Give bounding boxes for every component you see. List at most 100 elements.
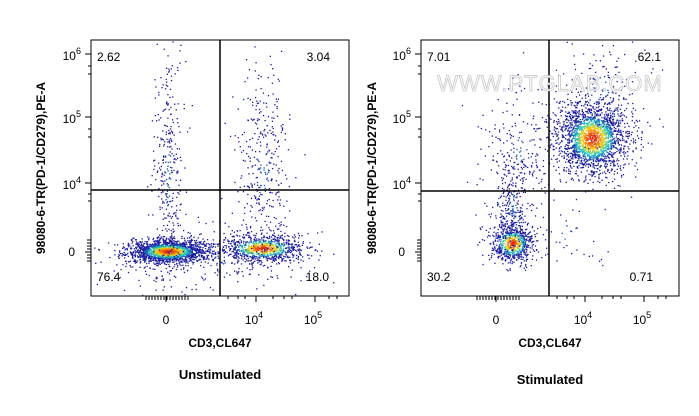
event-dot [592, 164, 594, 166]
event-dot [184, 254, 187, 256]
event-dot [249, 246, 251, 248]
event-dot [117, 256, 119, 258]
event-dot [152, 214, 154, 216]
event-dot [564, 145, 566, 147]
event-dot [186, 243, 188, 245]
event-dot [607, 127, 609, 129]
event-dot [234, 181, 236, 184]
event-dot [163, 257, 165, 259]
event-dot [191, 248, 193, 250]
event-dot [596, 148, 598, 150]
event-dot [132, 237, 134, 239]
event-dot [602, 147, 604, 149]
event-dot [266, 232, 268, 234]
event-dot [172, 250, 174, 252]
event-dot [611, 168, 613, 171]
event-dot [583, 116, 585, 119]
event-dot [261, 239, 263, 241]
event-dot [606, 120, 609, 123]
event-dot [574, 145, 576, 147]
event-dot [250, 252, 252, 254]
event-dot [175, 241, 177, 243]
event-dot [172, 121, 175, 124]
event-dot [135, 248, 138, 250]
event-dot [611, 144, 613, 147]
event-dot [189, 257, 191, 260]
event-dot [247, 193, 249, 196]
event-dot [580, 157, 582, 159]
event-dot [180, 250, 182, 252]
event-dot [152, 150, 155, 152]
event-dot [170, 106, 172, 109]
event-dot [540, 139, 542, 141]
event-dot [629, 143, 631, 145]
event-dot [246, 234, 248, 236]
event-dot [177, 249, 179, 252]
event-dot [304, 154, 306, 156]
event-dot [297, 232, 300, 235]
event-dot [233, 249, 235, 251]
event-dot [597, 158, 600, 160]
event-dot [263, 208, 265, 210]
event-dot [588, 134, 591, 136]
event-dot [258, 168, 261, 170]
event-dot [164, 254, 167, 256]
event-dot [240, 249, 243, 251]
event-dot [614, 143, 617, 145]
event-dot [602, 139, 605, 141]
event-dot [568, 111, 570, 113]
event-dot [176, 249, 178, 252]
event-dot [156, 228, 158, 230]
event-dot [266, 242, 268, 244]
event-dot [194, 248, 196, 250]
event-dot [144, 270, 147, 272]
event-dot [277, 262, 280, 264]
event-dot [170, 230, 172, 232]
event-dot [187, 253, 189, 256]
event-dot [257, 127, 259, 129]
event-dot [174, 263, 176, 266]
event-dot [594, 152, 596, 154]
event-dot [172, 222, 174, 224]
event-dot [190, 260, 192, 262]
event-dot [150, 260, 152, 262]
event-dot [167, 184, 169, 186]
event-dot [264, 128, 266, 131]
event-dot [190, 243, 193, 245]
event-dot [167, 242, 169, 244]
event-dot [271, 126, 273, 128]
event-dot [269, 254, 272, 256]
event-dot [287, 239, 290, 241]
event-dot [195, 257, 197, 259]
event-dot [607, 137, 610, 140]
event-dot [169, 155, 172, 157]
event-dot [577, 124, 579, 126]
event-dot [271, 152, 273, 154]
event-dot [204, 240, 206, 242]
event-dot [596, 150, 598, 152]
event-dot [616, 148, 619, 150]
event-dot [172, 248, 174, 250]
event-dot [170, 217, 172, 219]
event-dot [253, 248, 255, 250]
event-dot [161, 253, 164, 256]
event-dot [225, 245, 228, 247]
event-dot [235, 252, 237, 254]
event-dot [606, 136, 608, 139]
event-dot [208, 251, 210, 253]
event-dot [606, 160, 608, 162]
event-dot [262, 245, 264, 248]
event-dot [167, 238, 170, 240]
event-dot [249, 256, 251, 258]
event-dot [583, 121, 585, 123]
event-dot [243, 256, 245, 258]
event-dot [575, 96, 578, 98]
event-dot [206, 256, 208, 258]
event-dot [145, 255, 147, 257]
event-dot [177, 252, 179, 254]
event-dot [590, 171, 593, 173]
event-dot [198, 221, 200, 223]
event-dot [280, 125, 282, 127]
event-dot [567, 150, 569, 153]
event-dot [292, 249, 294, 251]
